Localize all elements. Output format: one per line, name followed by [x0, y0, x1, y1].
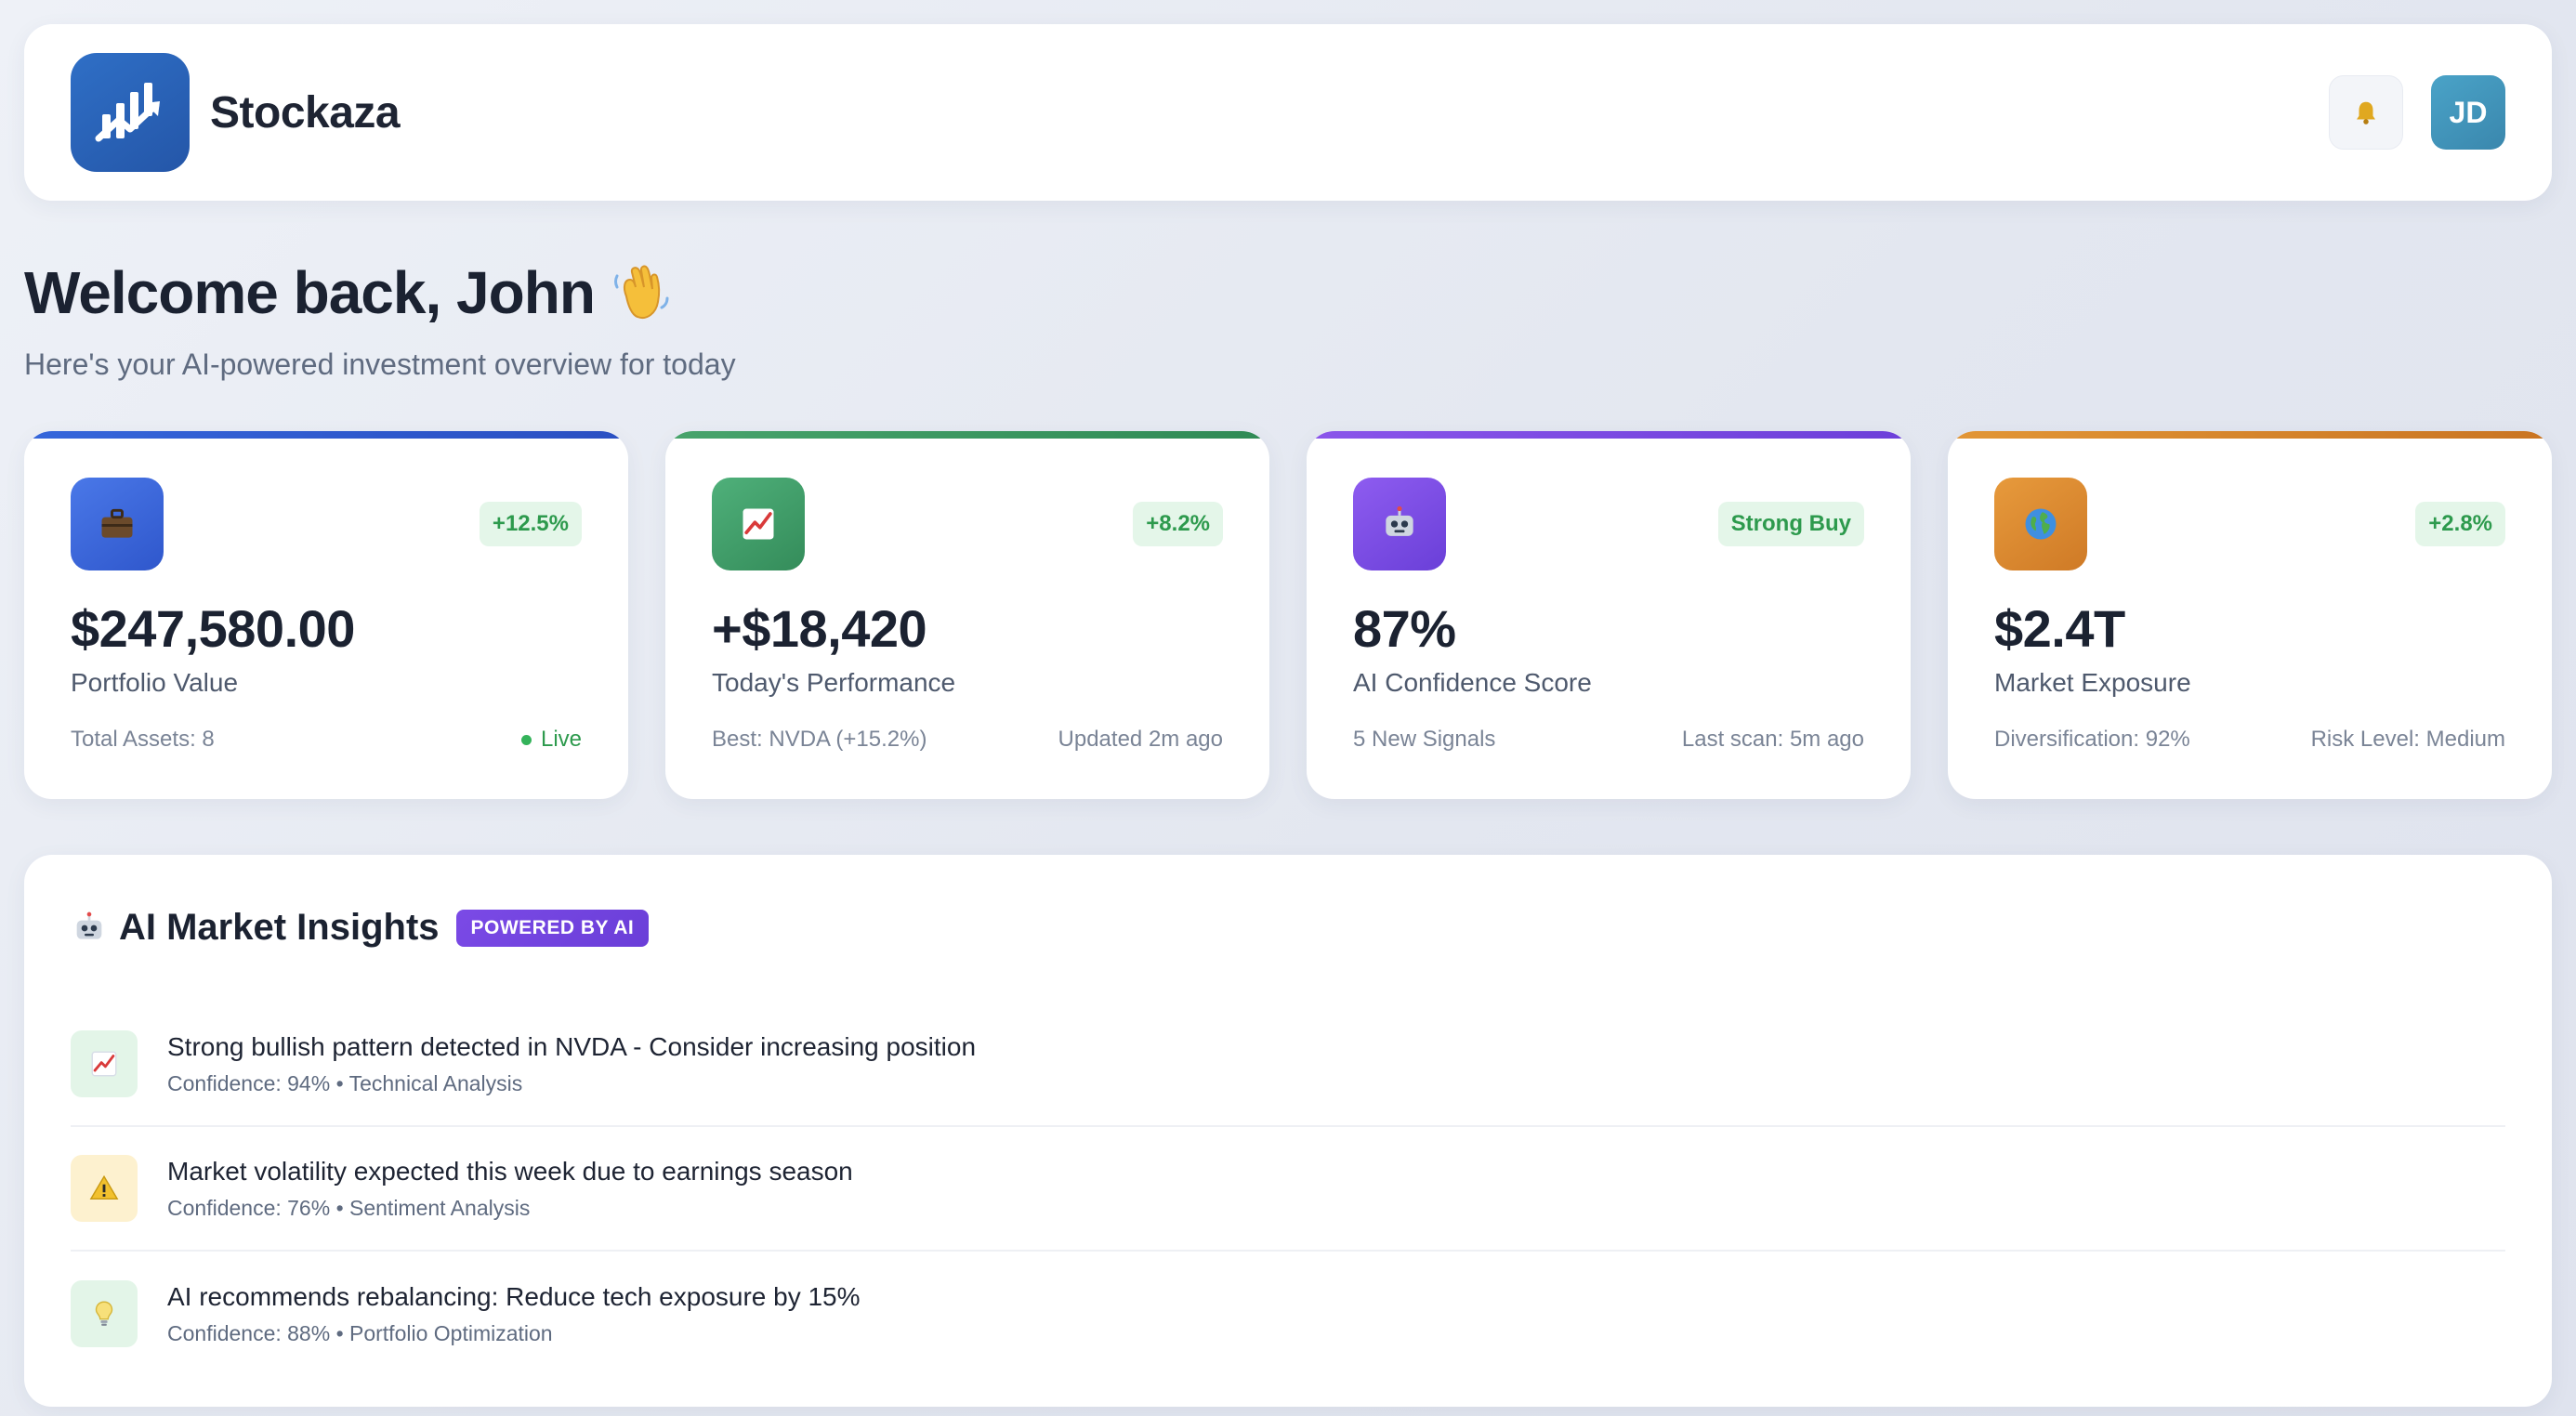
card-label: AI Confidence Score: [1353, 668, 1592, 697]
brand-logo[interactable]: [71, 53, 190, 172]
ai-insights-panel: AI Market Insights POWERED BY AI Strong …: [24, 855, 2552, 1407]
insight-text: Strong bullish pattern detected in NVDA …: [167, 1031, 977, 1061]
chart-logo-icon: [95, 83, 160, 142]
insight-item[interactable]: Strong bullish pattern detected in NVDA …: [71, 1003, 2505, 1127]
change-badge: +2.8%: [2415, 502, 2505, 546]
portfolio-value-card[interactable]: +12.5% $247,580.00 Portfolio Value Total…: [24, 431, 628, 799]
live-status: Live: [520, 727, 582, 753]
card-foot-left: Best: NVDA (+15.2%): [712, 727, 927, 752]
card-label: Market Exposure: [1994, 668, 2191, 697]
insight-text: AI recommends rebalancing: Reduce tech e…: [167, 1281, 861, 1311]
lightbulb-icon: [71, 1280, 138, 1347]
signal-badge: Strong Buy: [1717, 502, 1864, 546]
live-label: Live: [540, 727, 582, 752]
card-foot-right: Last scan: 5m ago: [1681, 727, 1864, 752]
change-badge: +8.2%: [1133, 502, 1223, 546]
warning-icon: [71, 1155, 138, 1222]
insight-item[interactable]: Market volatility expected this week due…: [71, 1127, 2505, 1252]
todays-performance-card[interactable]: +8.2% +$18,420 Today's Performance Best:…: [665, 431, 1269, 799]
card-value: +$18,420: [712, 599, 927, 658]
briefcase-icon: [71, 478, 164, 570]
card-accent-bar: [1948, 431, 2552, 439]
header-actions: JD: [2329, 75, 2505, 150]
card-label: Today's Performance: [712, 668, 956, 697]
robot-icon: [1353, 478, 1446, 570]
welcome-heading: Welcome back, John: [24, 258, 675, 327]
card-foot-left: 5 New Signals: [1353, 727, 1496, 752]
top-header: Stockaza JD: [24, 24, 2552, 201]
card-value: $2.4T: [1994, 599, 2125, 658]
card-accent-bar: [24, 431, 628, 439]
insights-heading: AI Market Insights: [71, 907, 440, 949]
card-accent-bar: [1307, 431, 1911, 439]
insights-title: AI Market Insights: [119, 907, 440, 948]
insights-list: Strong bullish pattern detected in NVDA …: [71, 1003, 2505, 1376]
stat-cards: +12.5% $247,580.00 Portfolio Value Total…: [24, 431, 2552, 799]
chart-up-icon: [712, 478, 805, 570]
insight-item[interactable]: AI recommends rebalancing: Reduce tech e…: [71, 1252, 2505, 1376]
card-accent-bar: [665, 431, 1269, 439]
welcome-subtitle: Here's your AI-powered investment overvi…: [24, 347, 736, 381]
card-label: Portfolio Value: [71, 668, 239, 697]
notifications-button[interactable]: [2329, 75, 2403, 150]
insight-meta: Confidence: 76% • Sentiment Analysis: [167, 1195, 531, 1220]
user-avatar[interactable]: JD: [2431, 75, 2505, 150]
insight-text: Market volatility expected this week due…: [167, 1156, 853, 1186]
change-badge: +12.5%: [479, 502, 582, 546]
welcome-title-text: Welcome back, John: [24, 259, 596, 326]
card-value: $247,580.00: [71, 599, 355, 658]
live-dot-icon: [520, 734, 532, 745]
insight-meta: Confidence: 88% • Portfolio Optimization: [167, 1320, 553, 1345]
globe-icon: [1994, 478, 2087, 570]
brand-name: Stockaza: [210, 87, 401, 138]
card-foot-left: Total Assets: 8: [71, 727, 215, 752]
bell-icon: [2357, 101, 2375, 125]
powered-by-ai-badge: POWERED BY AI: [455, 909, 650, 947]
card-value: 87%: [1353, 599, 1456, 658]
robot-icon: [76, 911, 102, 939]
card-foot-right: Updated 2m ago: [1058, 727, 1223, 752]
market-exposure-card[interactable]: +2.8% $2.4T Market Exposure Diversificat…: [1948, 431, 2552, 799]
ai-confidence-card[interactable]: Strong Buy 87% AI Confidence Score 5 New…: [1307, 431, 1911, 799]
card-foot-left: Diversification: 92%: [1994, 727, 2190, 752]
insight-meta: Confidence: 94% • Technical Analysis: [167, 1070, 523, 1095]
chart-up-icon: [71, 1030, 138, 1097]
card-foot-right: Risk Level: Medium: [2310, 727, 2505, 752]
waving-hand-icon: [613, 265, 669, 319]
